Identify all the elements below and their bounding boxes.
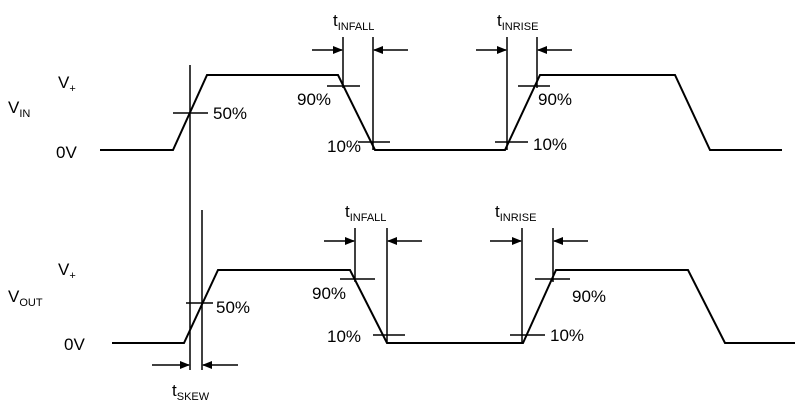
output-rise-10pct-label: 10% — [550, 326, 584, 345]
output-rise-90pct-label: 90% — [572, 287, 606, 306]
output-trise-label: tINRISE — [495, 202, 536, 224]
input-fall-10pct-label: 10% — [327, 137, 361, 156]
input-fall-90pct-label: 90% — [297, 90, 331, 109]
output-low-label: 0V — [64, 335, 85, 354]
output-fall-90pct-label: 90% — [312, 284, 346, 303]
input-signal-label: VIN — [8, 98, 30, 120]
output-signal-label: VOUT — [8, 287, 43, 309]
output-50pct-label: 50% — [216, 298, 250, 317]
input-rise-90pct-label: 90% — [538, 90, 572, 109]
input-50pct-label: 50% — [213, 104, 247, 123]
input-rise-10pct-label: 10% — [533, 135, 567, 154]
output-waveform — [112, 269, 795, 344]
output-high-label: V+ — [58, 260, 76, 282]
input-low-label: 0V — [56, 143, 77, 162]
input-tfall-label: tINFALL — [333, 11, 374, 33]
output-tfall-label: tINFALL — [345, 202, 386, 224]
input-high-label: V+ — [58, 73, 76, 95]
skew-label: tSKEW — [172, 381, 210, 403]
input-trise-label: tINRISE — [497, 11, 538, 33]
output-fall-10pct-label: 10% — [327, 327, 361, 346]
